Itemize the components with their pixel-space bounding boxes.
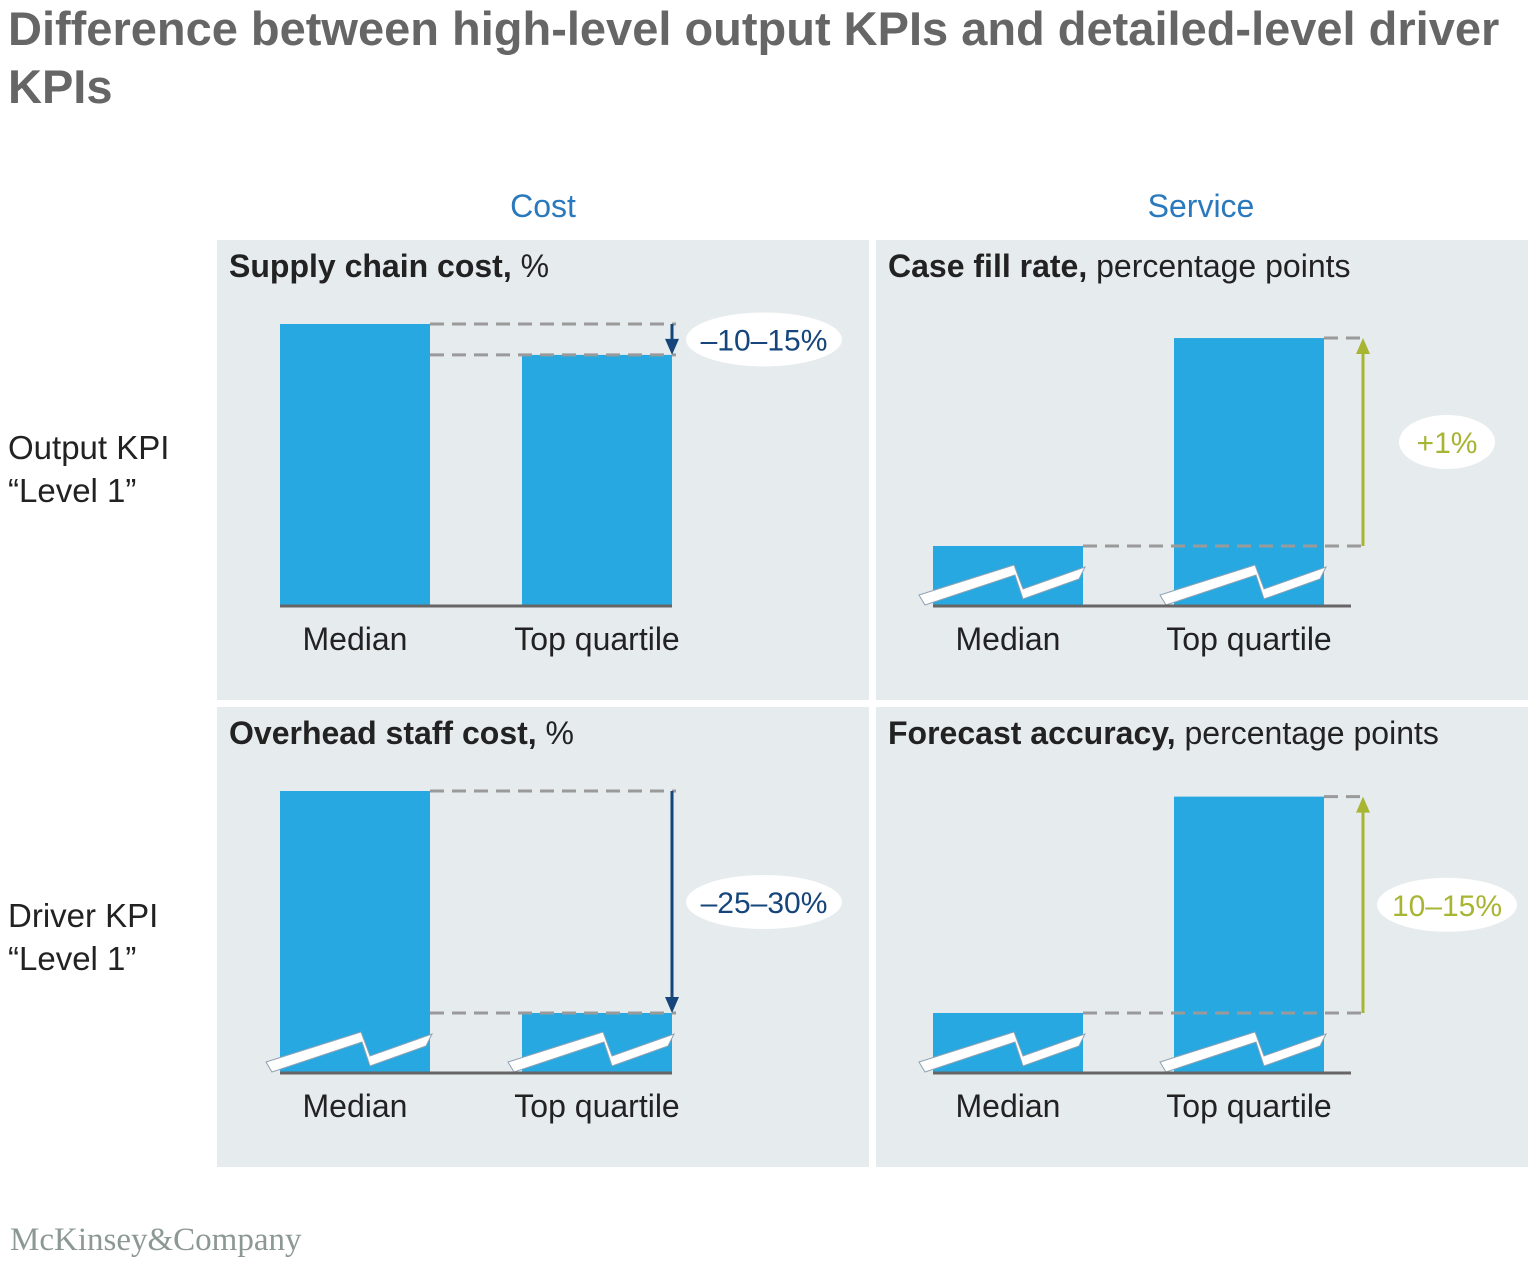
axis-break-mark <box>1159 1031 1328 1073</box>
bar-median <box>280 791 430 1072</box>
panel-title: Supply chain cost, % <box>229 248 549 285</box>
panel-case-fill-rate: Case fill rate, percentage points Median… <box>876 240 1528 700</box>
row-header-line1: Driver KPI <box>8 897 159 934</box>
change-label-bubble <box>1399 415 1495 470</box>
column-header-cost: Cost <box>510 188 576 224</box>
row-header-line1: Output KPI <box>8 429 170 466</box>
change-arrow-head <box>665 996 679 1013</box>
panel-title: Case fill rate, percentage points <box>888 248 1351 285</box>
change-label: 10–15% <box>1392 890 1502 923</box>
bar-top-quartile <box>522 354 672 605</box>
bar-top-quartile <box>1174 796 1324 1072</box>
bar-top-quartile <box>1174 338 1324 605</box>
panel-title-metric: Overhead staff cost, <box>229 715 537 751</box>
panel-title: Forecast accuracy, percentage points <box>888 715 1439 752</box>
panel-title-unit: % <box>536 715 574 751</box>
axis-break-mark <box>507 1031 676 1073</box>
bar-chart-forecast-accuracy: Median Top quartile 10–15% <box>918 795 1517 1124</box>
panel-title-metric: Supply chain cost, <box>229 248 512 284</box>
row-header-driver-kpi: Driver KPI “Level 1” <box>8 894 158 980</box>
category-label: Top quartile <box>1166 1088 1331 1124</box>
row-header-line2: “Level 1” <box>8 940 137 977</box>
panel-supply-chain-cost: Supply chain cost, % Median Top quartile –… <box>217 240 869 700</box>
category-label: Median <box>303 1088 408 1124</box>
category-label: Top quartile <box>514 621 679 657</box>
panel-title-unit: % <box>511 248 550 284</box>
change-label: –25–30% <box>701 887 828 920</box>
panel-title-unit: percentage points <box>1087 248 1351 284</box>
category-label: Top quartile <box>514 1088 679 1124</box>
change-label-bubble <box>686 874 842 929</box>
change-label-bubble <box>686 312 842 367</box>
chart-title: Difference between high-level output KPI… <box>8 2 1500 113</box>
panel-title: Overhead staff cost, % <box>229 715 574 752</box>
bar-chart-overhead-staff-cost: Median Top quartile –25–30% <box>265 789 842 1124</box>
change-label-bubble <box>1377 877 1517 932</box>
panel-title-metric: Forecast accuracy, <box>888 715 1176 751</box>
change-arrow-head <box>1356 338 1370 355</box>
panel-title-metric: Case fill rate, <box>888 248 1088 284</box>
axis-break-mark <box>918 1031 1087 1073</box>
category-label: Median <box>303 621 408 657</box>
row-header-output-kpi: Output KPI “Level 1” <box>8 426 169 512</box>
axis-break-mark <box>265 1031 434 1073</box>
category-label: Top quartile <box>1166 621 1331 657</box>
panel-forecast-accuracy: Forecast accuracy, percentage points Med… <box>876 707 1528 1167</box>
column-header-service: Service <box>1147 188 1255 224</box>
category-label: Median <box>956 621 1061 657</box>
change-label: +1% <box>1417 427 1478 460</box>
change-arrow-head <box>665 338 679 355</box>
brand-logo: McKinsey&Company <box>10 1222 302 1258</box>
bar-chart-case-fill-rate: Median Top quartile +1% <box>918 336 1495 657</box>
category-label: Median <box>956 1088 1061 1124</box>
row-header-line2: “Level 1” <box>8 472 137 509</box>
bar-chart-supply-chain-cost: Median Top quartile –10–15% <box>280 312 842 657</box>
bar-median <box>280 324 430 605</box>
change-arrow-head <box>1356 796 1370 813</box>
panel-overhead-staff-cost: Overhead staff cost, % Median Top quartil… <box>217 707 869 1167</box>
axis-break-mark <box>918 564 1087 606</box>
axis-break-mark <box>1159 564 1328 606</box>
panel-title-unit: percentage points <box>1175 715 1439 751</box>
change-label: –10–15% <box>701 324 828 357</box>
